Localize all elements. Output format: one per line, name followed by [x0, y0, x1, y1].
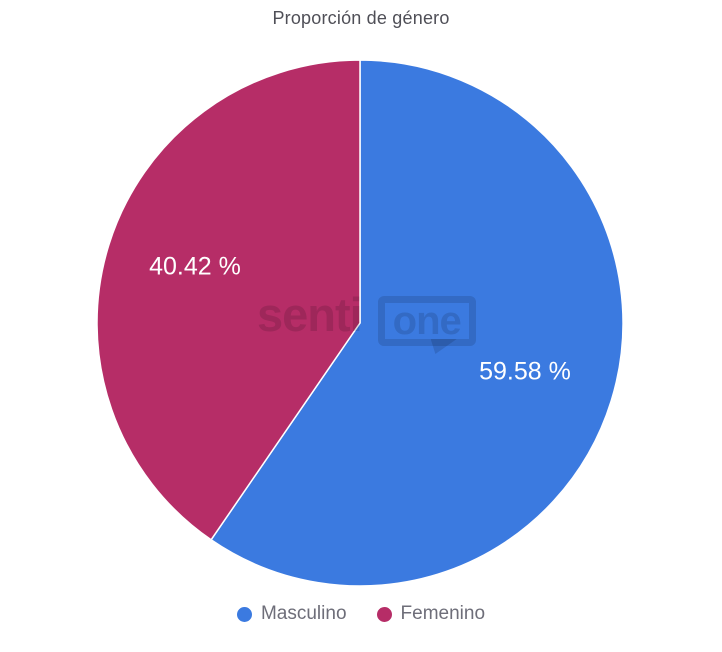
legend-label-femenino: Femenino	[400, 603, 486, 624]
pie-slice-femenino[interactable]	[96, 59, 361, 541]
pie-slice-masculino[interactable]	[210, 59, 624, 587]
legend-item-femenino[interactable]: Femenino	[376, 603, 486, 625]
legend-marker-femenino-icon	[376, 606, 392, 622]
pie-chart	[96, 59, 624, 587]
legend-item-masculino[interactable]: Masculino	[236, 603, 347, 625]
chart-title: Proporción de género	[272, 8, 450, 28]
legend: Masculino Femenino	[0, 603, 722, 625]
legend-label-masculino: Masculino	[260, 603, 347, 624]
legend-marker-masculino-icon	[236, 606, 252, 622]
